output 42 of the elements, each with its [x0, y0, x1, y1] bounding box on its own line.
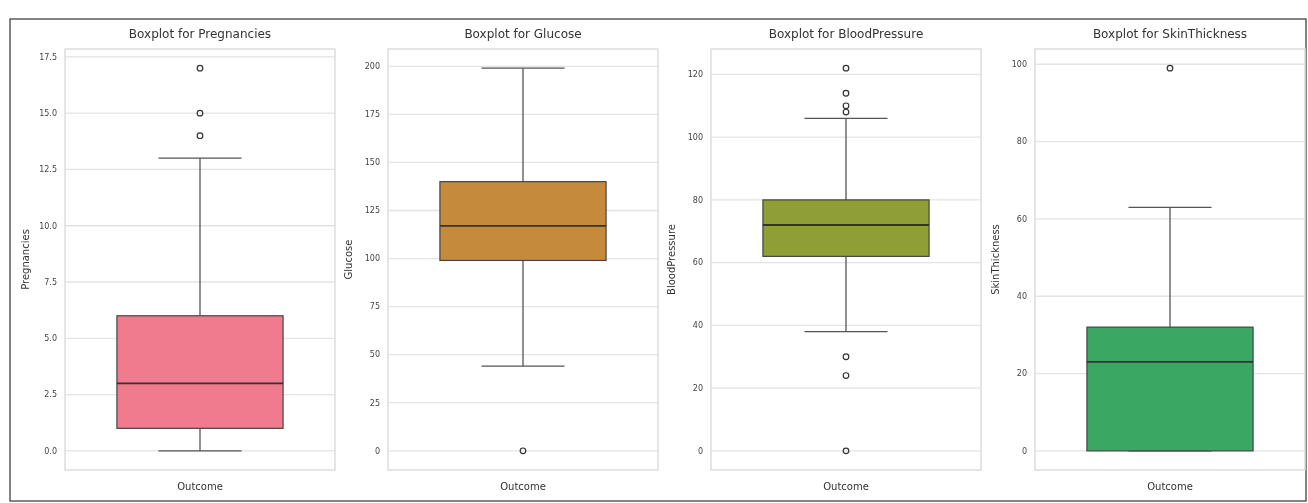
y-tick-label: 75 — [369, 302, 380, 312]
y-tick-label: 40 — [1016, 292, 1027, 302]
y-tick-label: 20 — [692, 383, 703, 393]
y-axis-title: Glucose — [343, 239, 354, 280]
y-tick-label: 100 — [687, 132, 703, 142]
y-axis-title: BloodPressure — [666, 224, 677, 295]
y-tick-label: 125 — [364, 206, 380, 216]
y-tick-label: 7.5 — [44, 277, 57, 287]
y-tick-label: 2.5 — [44, 390, 57, 400]
y-tick-label: 5.0 — [44, 334, 57, 344]
y-axis-title: Pregnancies — [20, 229, 31, 290]
y-tick-label: 25 — [369, 398, 380, 408]
y-tick-label: 100 — [1011, 60, 1027, 70]
x-axis-title: Outcome — [823, 481, 869, 492]
y-axis-title: SkinThickness — [990, 224, 1001, 295]
y-tick-label: 0 — [374, 446, 380, 456]
y-tick-label: 12.5 — [39, 165, 57, 175]
chart-title: Boxplot for SkinThickness — [1092, 27, 1248, 41]
chart-title: Boxplot for Glucose — [464, 27, 582, 41]
y-tick-label: 120 — [687, 70, 703, 80]
y-tick-label: 150 — [364, 158, 380, 168]
y-tick-label: 40 — [692, 321, 703, 331]
y-tick-label: 175 — [364, 110, 380, 120]
x-axis-title: Outcome — [1147, 481, 1193, 492]
x-axis-title: Outcome — [177, 481, 223, 492]
y-tick-label: 0.0 — [44, 446, 57, 456]
y-tick-label: 60 — [692, 258, 703, 268]
y-tick-label: 60 — [1016, 214, 1027, 224]
y-tick-label: 80 — [692, 195, 703, 205]
y-tick-label: 15.0 — [39, 108, 57, 118]
y-tick-label: 0 — [1021, 446, 1027, 456]
chart-title: Boxplot for BloodPressure — [768, 27, 924, 41]
y-tick-label: 50 — [369, 350, 380, 360]
y-tick-label: 20 — [1016, 369, 1027, 379]
x-axis-title: Outcome — [500, 481, 546, 492]
y-tick-label: 100 — [364, 254, 380, 264]
chart-title: Boxplot for Pregnancies — [128, 27, 272, 41]
y-tick-label: 80 — [1016, 137, 1027, 147]
y-tick-label: 17.5 — [39, 52, 57, 62]
y-tick-label: 200 — [364, 62, 380, 72]
y-tick-label: 0 — [697, 446, 703, 456]
y-tick-label: 10.0 — [39, 221, 57, 231]
